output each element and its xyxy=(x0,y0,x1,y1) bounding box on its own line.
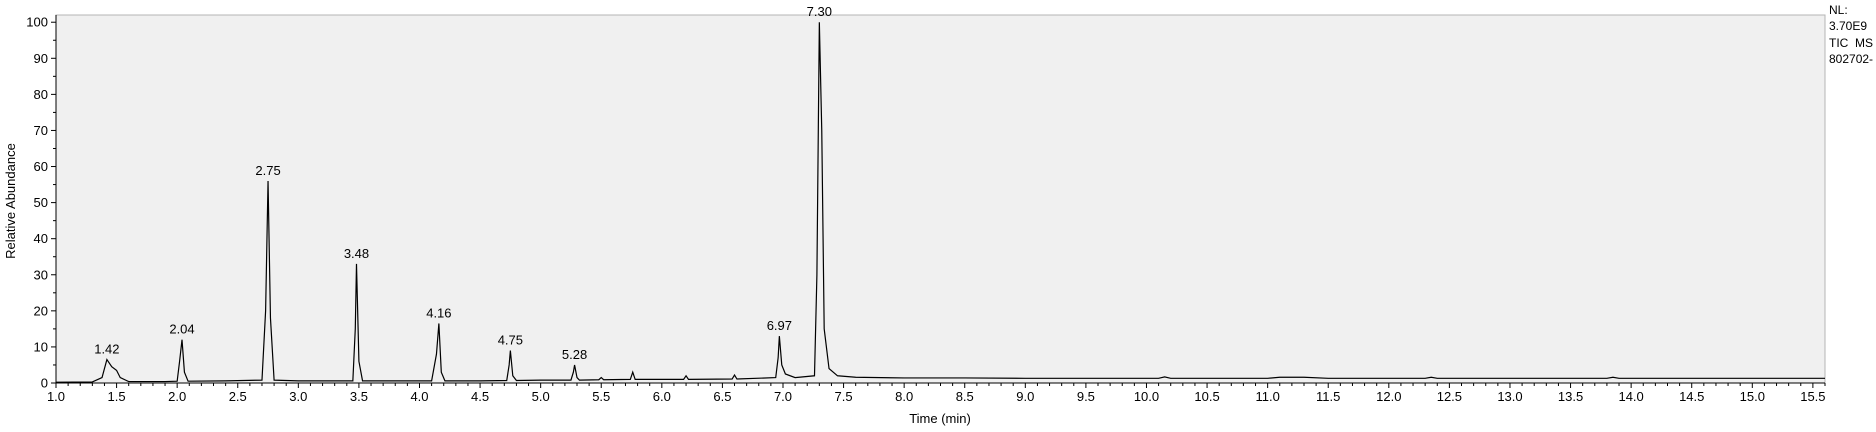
x-tick-label: 15.0 xyxy=(1740,389,1765,404)
x-tick-label: 2.5 xyxy=(229,389,247,404)
y-tick-label: 90 xyxy=(34,51,48,66)
peak-label: 4.16 xyxy=(426,305,451,320)
nl-value: 3.70E9 xyxy=(1829,19,1867,33)
x-tick-label: 7.5 xyxy=(835,389,853,404)
file-name-label: 802702- xyxy=(1829,52,1873,66)
x-tick-label: 4.0 xyxy=(410,389,428,404)
peak-label: 5.28 xyxy=(562,347,587,362)
x-tick-label: 11.5 xyxy=(1316,389,1340,404)
y-tick-label: 80 xyxy=(34,87,48,102)
x-axis: 1.0 1.5 2.0 2.5 3.0 3.5 4.0 4.5 5.0 5.5 6.0 6.5 7.0 7… xyxy=(47,382,1826,404)
x-tick-label: 10.5 xyxy=(1194,389,1219,404)
peak-label: 1.42 xyxy=(94,342,119,357)
x-tick-label: 5.5 xyxy=(592,389,610,404)
x-tick-label: 3.0 xyxy=(289,389,307,404)
x-tick-label: 4.5 xyxy=(471,389,489,404)
y-tick-label: 70 xyxy=(34,123,48,138)
peak-label: 6.97 xyxy=(767,318,792,333)
x-tick-label: 1.0 xyxy=(47,389,65,404)
x-tick-label: 13.5 xyxy=(1558,389,1583,404)
plot-area-background xyxy=(55,14,1826,384)
x-tick-label: 14.0 xyxy=(1618,389,1643,404)
peak-label: 2.04 xyxy=(169,322,194,337)
x-tick-label: 6.0 xyxy=(653,389,671,404)
x-tick-label: 15.5 xyxy=(1800,389,1825,404)
x-tick-label: 1.5 xyxy=(108,389,126,404)
x-tick-label: 12.0 xyxy=(1376,389,1401,404)
y-tick-label: 100 xyxy=(26,15,48,30)
peak-label: 7.30 xyxy=(807,4,832,19)
x-tick-label: 5.0 xyxy=(532,389,550,404)
peak-label: 4.75 xyxy=(498,333,523,348)
x-tick-label: 11.0 xyxy=(1255,389,1279,404)
x-tick-label: 2.0 xyxy=(168,389,186,404)
y-tick-label: 60 xyxy=(34,159,48,174)
peak-label: 2.75 xyxy=(255,163,280,178)
peak-labels: 1.42 2.04 2.75 3.48 4.16 4.75 5.28 6.97 7.30 xyxy=(94,4,832,362)
scan-filter-label: TIC MS xyxy=(1829,36,1873,50)
x-tick-label: 8.5 xyxy=(956,389,974,404)
x-tick-label: 9.0 xyxy=(1016,389,1034,404)
peak-label: 3.48 xyxy=(344,246,369,261)
x-tick-label: 12.5 xyxy=(1437,389,1462,404)
x-tick-label: 8.0 xyxy=(895,389,913,404)
x-tick-label: 3.5 xyxy=(350,389,368,404)
y-tick-label: 10 xyxy=(34,339,48,354)
x-tick-label: 10.0 xyxy=(1134,389,1159,404)
x-axis-title: Time (min) xyxy=(909,411,971,426)
y-tick-label: 30 xyxy=(34,267,48,282)
x-tick-label: 9.5 xyxy=(1077,389,1095,404)
y-tick-label: 20 xyxy=(34,303,48,318)
x-tick-label: 14.5 xyxy=(1679,389,1704,404)
tic-trace-line xyxy=(55,22,1825,383)
nl-label: NL: xyxy=(1829,3,1848,17)
x-tick-label: 6.5 xyxy=(713,389,731,404)
y-axis-title: Relative Abundance xyxy=(3,143,18,259)
x-tick-label: 13.0 xyxy=(1497,389,1522,404)
y-tick-label: 40 xyxy=(34,231,48,246)
y-tick-label: 50 xyxy=(34,195,48,210)
y-axis: 0 10 20 30 40 50 60 70 80 90 100 xyxy=(26,15,57,391)
x-tick-label: 7.0 xyxy=(774,389,792,404)
y-tick-label: 0 xyxy=(41,376,48,391)
